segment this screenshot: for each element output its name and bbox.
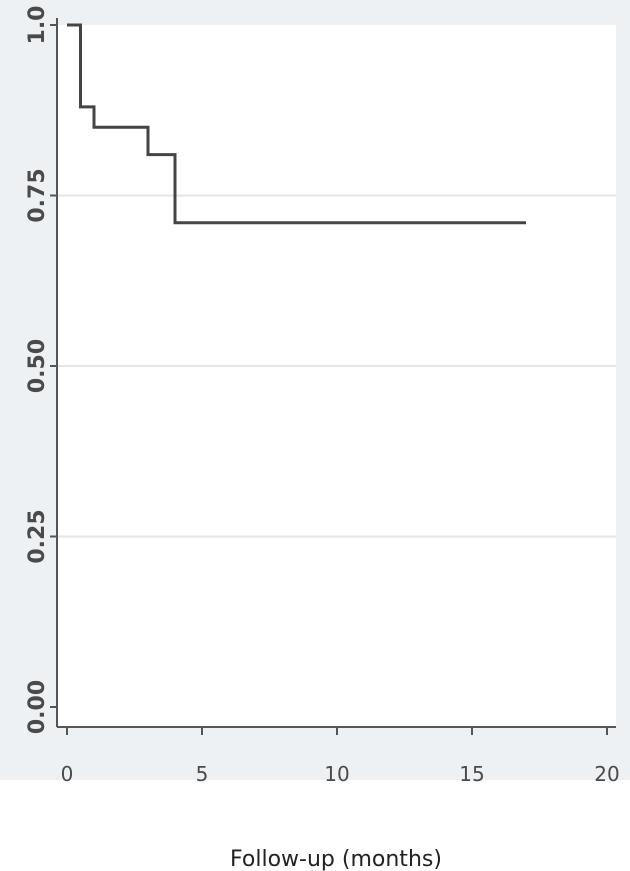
x-ticks: 0 5 10 15 20 xyxy=(61,727,620,786)
grid-lines xyxy=(58,194,616,538)
x-tick-label: 15 xyxy=(459,762,484,786)
y-tick-label: 0.25 xyxy=(25,509,50,563)
survival-step-line xyxy=(67,23,526,225)
x-axis-title: Follow-up (months) xyxy=(230,847,442,871)
y-tick-label: 0.00 xyxy=(25,680,50,734)
x-tick-label: 0 xyxy=(61,762,74,786)
series-group xyxy=(67,23,526,225)
x-tick-label: 5 xyxy=(196,762,209,786)
y-tick-label: 1.0 xyxy=(25,6,50,45)
y-ticks: 0.00 0.25 0.50 0.75 1.0 xyxy=(25,6,57,734)
plot-area xyxy=(57,25,616,727)
x-tick-label: 10 xyxy=(324,762,349,786)
y-tick-label: 0.50 xyxy=(25,339,50,393)
y-tick-label: 0.75 xyxy=(25,168,50,222)
x-tick-label: 20 xyxy=(594,762,619,786)
